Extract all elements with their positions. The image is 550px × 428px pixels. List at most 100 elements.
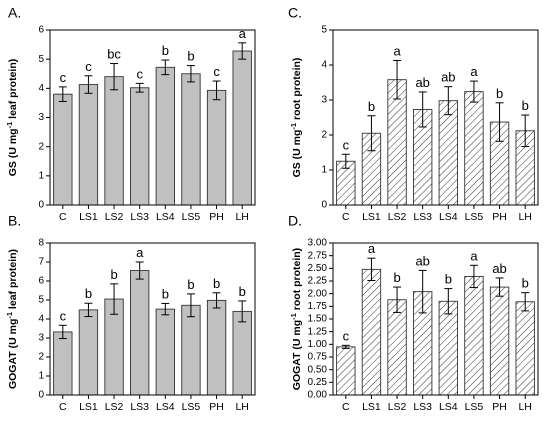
significance-letter: a [393, 43, 401, 58]
panel-label: D. [288, 213, 302, 229]
y-tick-label: 1 [38, 170, 44, 181]
panel-label: B. [8, 213, 21, 229]
bar-PH [489, 286, 510, 396]
panel-label: A. [8, 5, 21, 21]
y-tick-label: 1 [38, 371, 44, 382]
significance-letter: b [239, 284, 246, 299]
x-tick-label: PH [209, 401, 224, 413]
y-tick-label: 3.00 [308, 238, 328, 249]
bar-LS4 [438, 300, 458, 396]
bar-LS1 [78, 84, 99, 206]
y-tick-label: 0.75 [308, 352, 328, 363]
y-tick-label: 1 [321, 165, 327, 176]
x-tick-label: LS1 [362, 401, 381, 413]
significance-letter: a [470, 64, 478, 79]
bar-LS3 [130, 270, 150, 396]
x-tick-label: LS5 [182, 401, 201, 413]
significance-letter: c [343, 328, 350, 343]
y-axis-label: GOGAT (U mg-1 root protein) [289, 248, 303, 390]
significance-letter: c [343, 137, 350, 152]
x-tick-label: LS5 [465, 211, 484, 223]
y-tick-label: 0 [38, 200, 44, 211]
significance-letter: c [213, 64, 220, 79]
bar-C [336, 346, 356, 396]
y-tick-label: 2.50 [308, 263, 328, 274]
x-tick-label: LS2 [388, 401, 407, 413]
y-tick-label: 3 [38, 112, 44, 123]
y-tick-label: 0 [38, 390, 44, 401]
bar-PH [206, 299, 227, 396]
y-tick-label: 5 [38, 295, 44, 306]
x-tick-label: LS5 [182, 211, 201, 223]
y-tick-label: 0.25 [308, 377, 328, 388]
significance-letter: a [368, 241, 376, 256]
significance-letter: b [522, 98, 529, 113]
significance-letter: b [522, 276, 529, 291]
y-tick-label: 2 [38, 141, 44, 152]
x-tick-label: LS5 [465, 401, 484, 413]
bar-LS5 [464, 275, 484, 396]
panel-3: D.0.000.250.500.751.001.251.501.752.002.… [288, 213, 539, 413]
significance-letter: b [213, 276, 220, 291]
significance-letter: ab [415, 253, 429, 268]
significance-letter: b [445, 272, 452, 287]
significance-letter: c [60, 70, 67, 85]
y-tick-label: 3 [38, 333, 44, 344]
bar-LS4 [438, 100, 458, 206]
x-tick-label: LS4 [439, 211, 458, 223]
x-tick-label: LH [235, 211, 248, 223]
y-tick-label: 2.25 [308, 276, 328, 287]
bar-C [53, 331, 73, 396]
panel-1: C. 0 1 2 3 4 5 c Cb LS1 a LS2 ab LS3 ab LS4 a LS5 b PH b LH GS… [288, 5, 539, 223]
y-tick-label: 3 [321, 95, 327, 106]
y-tick-label: 1.25 [308, 326, 328, 337]
x-tick-label: LS3 [413, 211, 432, 223]
x-tick-label: LS4 [439, 401, 458, 413]
significance-letter: b [496, 86, 503, 101]
bar-LS1 [78, 309, 99, 396]
x-tick-label: LS2 [105, 211, 124, 223]
y-axis-label: GS (U mg-1 root protein) [289, 58, 303, 178]
y-tick-label: 8 [38, 238, 44, 249]
x-tick-label: LS4 [156, 211, 175, 223]
y-tick-label: 1.00 [308, 339, 328, 350]
y-tick-label: 1.75 [308, 301, 328, 312]
significance-letter: b [393, 270, 400, 285]
x-tick-label: LH [518, 401, 531, 413]
bar-LS2 [387, 299, 407, 396]
y-tick-label: 5 [321, 25, 327, 36]
x-tick-label: LS1 [79, 401, 98, 413]
bar-LS5 [464, 91, 484, 206]
y-tick-label: 5 [38, 54, 44, 65]
plot-frame [332, 29, 539, 206]
plot-frame [49, 29, 256, 206]
y-tick-label: 4 [38, 314, 44, 325]
x-tick-label: LS1 [79, 211, 98, 223]
x-tick-label: LS2 [388, 211, 407, 223]
significance-letter: a [136, 245, 144, 260]
y-tick-label: 0.50 [308, 364, 328, 375]
bar-LS5 [181, 73, 201, 206]
x-tick-label: LS4 [156, 401, 175, 413]
y-tick-label: 6 [38, 276, 44, 287]
y-tick-label: 2.75 [308, 250, 328, 261]
significance-letter: b [187, 49, 194, 64]
x-tick-label: PH [492, 211, 507, 223]
bar-LH [232, 50, 252, 206]
y-axis-label: GS (U mg-1 leaf protein) [5, 59, 19, 177]
x-tick-label: LS3 [130, 211, 149, 223]
bar-LS4 [155, 66, 175, 206]
plot-frame [49, 242, 256, 396]
y-tick-label: 2.00 [308, 288, 328, 299]
y-tick-label: 4 [38, 83, 44, 94]
significance-letter: b [162, 286, 169, 301]
significance-letter: b [162, 43, 169, 58]
bar-LS1 [361, 268, 382, 396]
y-tick-label: 0.00 [308, 390, 328, 401]
y-tick-label: 2 [38, 352, 44, 363]
bar-LH [232, 310, 252, 396]
plot-frame [332, 242, 539, 396]
panel-0: A. 0 1 2 3 4 5 6 c Cc LS1 bc LS2 c LS3 b LS4 b LS5 c PH a LH GS… [5, 5, 256, 223]
y-axis-label: GOGAT (U mg-1 leaf protein) [5, 249, 19, 389]
